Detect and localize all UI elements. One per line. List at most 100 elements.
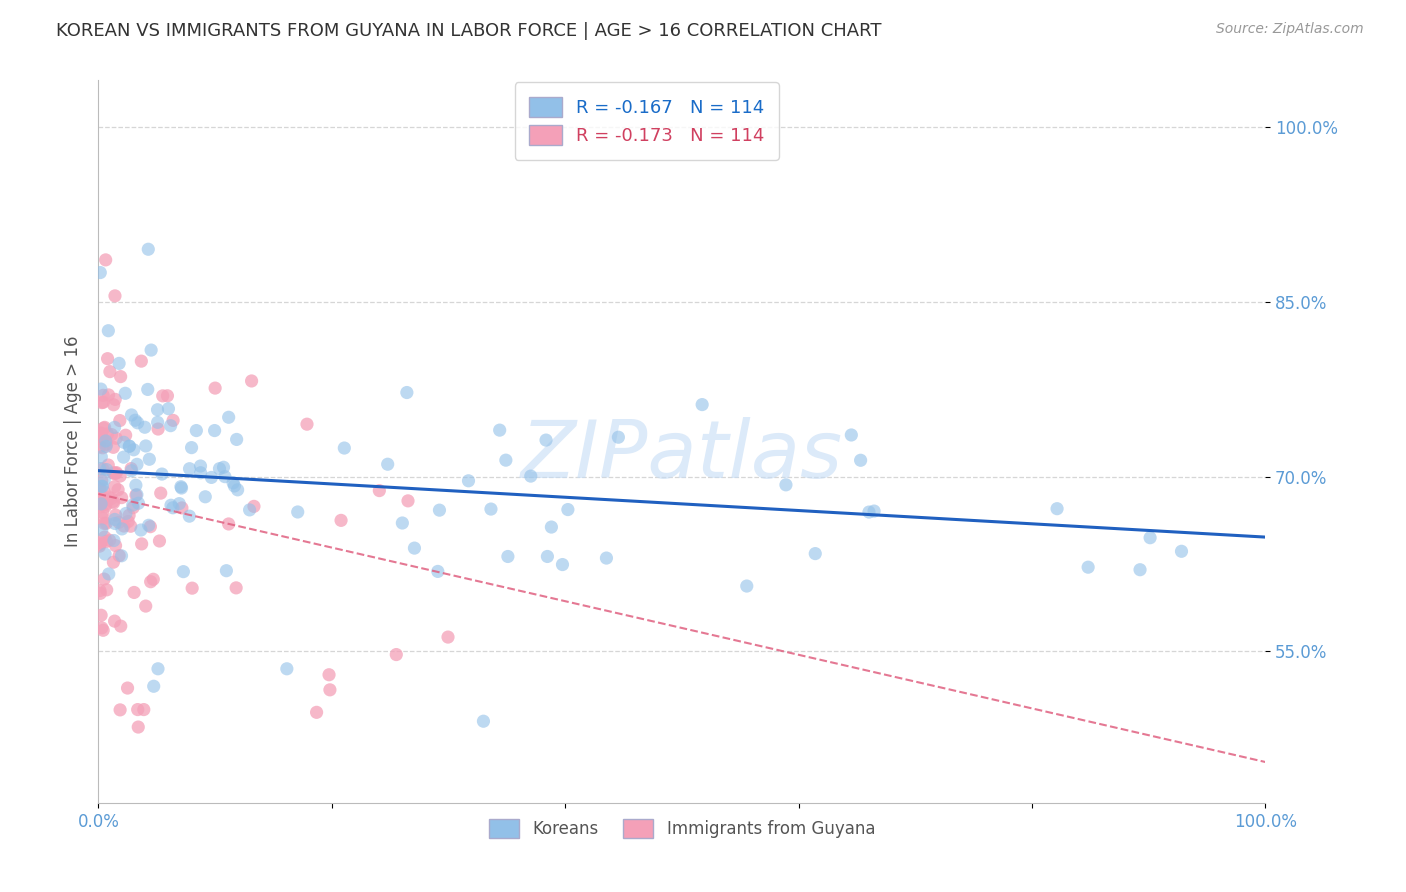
Point	[225, 581, 247, 595]
Point	[146, 662, 169, 676]
Point	[104, 479, 127, 493]
Point	[108, 516, 131, 530]
Point	[240, 374, 263, 388]
Point	[91, 511, 114, 525]
Point	[139, 343, 162, 357]
Point	[172, 565, 194, 579]
Point	[96, 462, 118, 476]
Point	[90, 382, 112, 396]
Point	[115, 507, 138, 521]
Point	[1129, 563, 1152, 577]
Text: Source: ZipAtlas.com: Source: ZipAtlas.com	[1216, 22, 1364, 37]
Point	[103, 398, 125, 412]
Text: ZIPatlas: ZIPatlas	[520, 417, 844, 495]
Point	[125, 478, 148, 492]
Point	[179, 461, 201, 475]
Point	[775, 478, 797, 492]
Point	[98, 533, 121, 548]
Point	[557, 502, 579, 516]
Point	[160, 498, 183, 512]
Point	[839, 428, 862, 442]
Point	[93, 395, 115, 409]
Point	[120, 464, 142, 478]
Point	[111, 491, 134, 505]
Point	[110, 369, 132, 384]
Point	[108, 469, 131, 483]
Point	[472, 714, 495, 729]
Point	[218, 410, 240, 425]
Point	[127, 496, 149, 510]
Point	[121, 498, 143, 512]
Point	[103, 420, 125, 434]
Point	[94, 547, 117, 561]
Point	[112, 450, 135, 465]
Point	[93, 473, 115, 487]
Point	[89, 586, 111, 600]
Point	[112, 435, 135, 450]
Point	[122, 585, 145, 599]
Point	[91, 432, 114, 446]
Point	[90, 523, 112, 537]
Point	[97, 490, 120, 504]
Point	[136, 383, 159, 397]
Point	[121, 408, 143, 422]
Point	[96, 427, 118, 442]
Point	[93, 420, 115, 434]
Point	[110, 549, 132, 563]
Point	[318, 667, 340, 681]
Point	[212, 460, 235, 475]
Point	[488, 423, 510, 437]
Point	[170, 481, 193, 495]
Point	[540, 520, 562, 534]
Point	[104, 516, 127, 531]
Point	[607, 430, 630, 444]
Point	[429, 503, 451, 517]
Point	[89, 537, 111, 551]
Point	[104, 289, 127, 303]
Point	[96, 516, 118, 531]
Point	[330, 513, 353, 527]
Point	[215, 564, 238, 578]
Point	[127, 702, 149, 716]
Point	[91, 462, 114, 476]
Point	[804, 547, 827, 561]
Point	[1077, 560, 1099, 574]
Point	[101, 494, 124, 508]
Point	[89, 266, 111, 280]
Point	[94, 434, 117, 448]
Point	[125, 488, 148, 502]
Point	[97, 351, 120, 366]
Point	[117, 515, 139, 529]
Point	[103, 614, 125, 628]
Point	[97, 566, 120, 581]
Point	[849, 453, 872, 467]
Point	[103, 467, 125, 481]
Point	[125, 458, 148, 472]
Point	[97, 324, 120, 338]
Point	[108, 703, 131, 717]
Point	[385, 648, 408, 662]
Point	[89, 461, 111, 475]
Point	[91, 496, 114, 510]
Point	[94, 252, 117, 267]
Point	[118, 508, 141, 523]
Point	[333, 441, 356, 455]
Point	[170, 500, 193, 515]
Point	[111, 522, 134, 536]
Point	[91, 388, 114, 402]
Point	[120, 461, 142, 475]
Point	[222, 475, 245, 490]
Point	[89, 539, 111, 553]
Point	[93, 421, 115, 435]
Point	[89, 482, 111, 496]
Point	[190, 466, 212, 480]
Point	[146, 422, 169, 436]
Point	[93, 516, 115, 531]
Point	[479, 502, 502, 516]
Point	[131, 354, 153, 368]
Point	[91, 491, 114, 505]
Point	[117, 681, 139, 695]
Point	[105, 466, 128, 480]
Point	[148, 533, 170, 548]
Y-axis label: In Labor Force | Age > 16: In Labor Force | Age > 16	[63, 335, 82, 548]
